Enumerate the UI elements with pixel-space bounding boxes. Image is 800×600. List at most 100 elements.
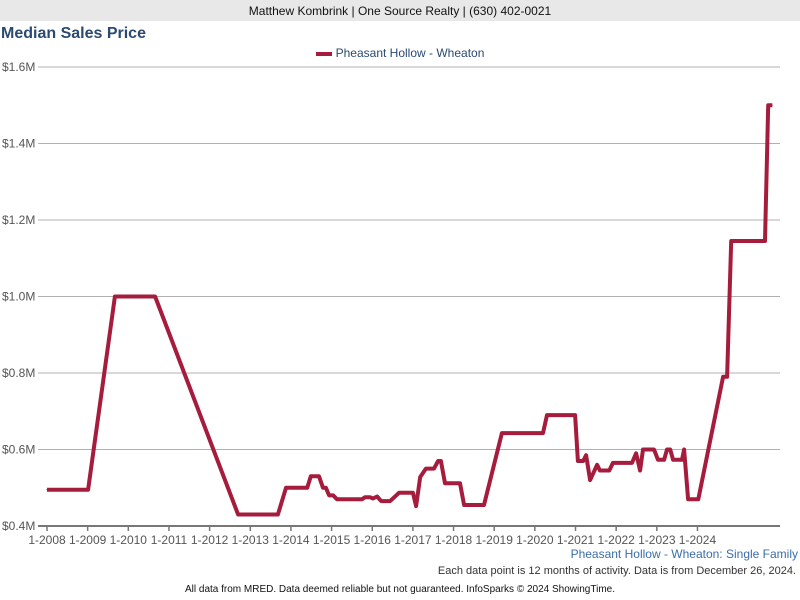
data-point [635,452,637,454]
data-point [596,464,598,466]
data-point [389,500,391,502]
data-point [663,459,665,461]
data-point [683,449,685,450]
y-tick-label: $1.0M [2,290,35,304]
x-tick-label: 1-2018 [435,533,473,547]
data-point [726,376,728,378]
data-point [412,492,414,494]
data-point [310,475,312,477]
data-point [463,504,465,506]
data-point [730,240,732,242]
x-tick-label: 1-2017 [394,533,432,547]
data-point [767,104,769,106]
data-point [154,296,156,297]
data-point [285,487,287,489]
data-point [398,492,400,494]
x-tick-label: 1-2012 [191,533,229,547]
legend-label: Pheasant Hollow - Wheaton [335,46,485,60]
series-note: Pheasant Hollow - Wheaton: Single Family [570,547,798,561]
data-point [771,104,773,106]
data-point [672,459,674,461]
data-point [433,468,435,470]
data-point [585,454,587,456]
x-tick-label: 1-2010 [110,533,148,547]
data-point [722,376,724,378]
data-point [501,432,503,434]
data-point [444,482,446,484]
x-tick-label: 1-2016 [354,533,392,547]
disclaimer: All data from MRED. Data deemed reliable… [184,584,615,595]
legend[interactable]: Pheasant Hollow - Wheaton [0,46,800,60]
y-tick-label: $1.2M [2,213,35,227]
data-point [639,470,641,472]
data-point [653,449,655,450]
data-point [364,496,366,498]
data-point [546,414,548,416]
x-tick-label: 1-2015 [313,533,351,547]
x-tick-label: 1-2014 [272,533,310,547]
y-tick-label: $1.6M [2,60,35,74]
data-point [669,449,671,450]
data-point [318,475,320,477]
data-point [589,479,591,481]
x-tick-label: 1-2013 [232,533,270,547]
data-point [328,494,330,496]
data-point [599,470,601,472]
data-point [336,498,338,500]
y-tick-label: $0.4M [2,519,35,533]
data-point [415,505,417,507]
data-point [764,240,766,242]
chart-title: Median Sales Price [1,25,146,42]
x-tick-label: 1-2009 [69,533,107,547]
data-point [608,470,610,472]
x-tick-label: 1-2019 [476,533,514,547]
data-point [681,459,683,461]
header-bar: Matthew Kombrink | One Source Realty | (… [0,0,800,21]
x-tick-label: 1-2024 [679,533,717,547]
x-tick-label: 1-2022 [597,533,635,547]
data-point [642,449,644,450]
data-point [395,494,397,496]
data-point [577,460,579,462]
data-point [87,489,89,491]
y-tick-label: $0.8M [2,366,35,380]
data-point [237,514,239,516]
data-point [322,487,324,489]
data-point [369,496,371,498]
data-point [657,459,659,461]
data-note: Each data point is 12 months of activity… [437,565,796,577]
data-point [332,494,334,496]
data-point [631,462,633,464]
data-point [666,449,668,450]
data-point [437,460,439,462]
data-point [114,296,116,297]
x-tick-label: 1-2020 [516,533,554,547]
x-tick-label: 1-2021 [557,533,595,547]
data-point [697,498,699,500]
data-point [419,476,421,478]
data-point [306,487,308,489]
data-point [440,460,442,462]
data-point [459,482,461,484]
x-tick-label: 1-2008 [28,533,66,547]
data-point [372,497,374,499]
data-point [687,498,689,500]
legend-swatch [315,51,332,56]
data-point [376,496,378,498]
header-text: Matthew Kombrink | One Source Realty | (… [248,4,552,18]
data-point [612,462,614,464]
data-point [380,500,382,502]
y-tick-label: $0.6M [2,443,35,457]
x-tick-label: 1-2011 [151,533,188,547]
data-point [483,504,485,506]
data-point [325,487,327,489]
data-point [542,432,544,434]
y-tick-label: $1.4M [2,137,35,151]
data-point [46,489,48,491]
data-point [582,460,584,462]
data-point [277,514,279,516]
x-tick-label: 1-2023 [638,533,676,547]
series-line [47,103,773,517]
data-point [361,498,363,500]
